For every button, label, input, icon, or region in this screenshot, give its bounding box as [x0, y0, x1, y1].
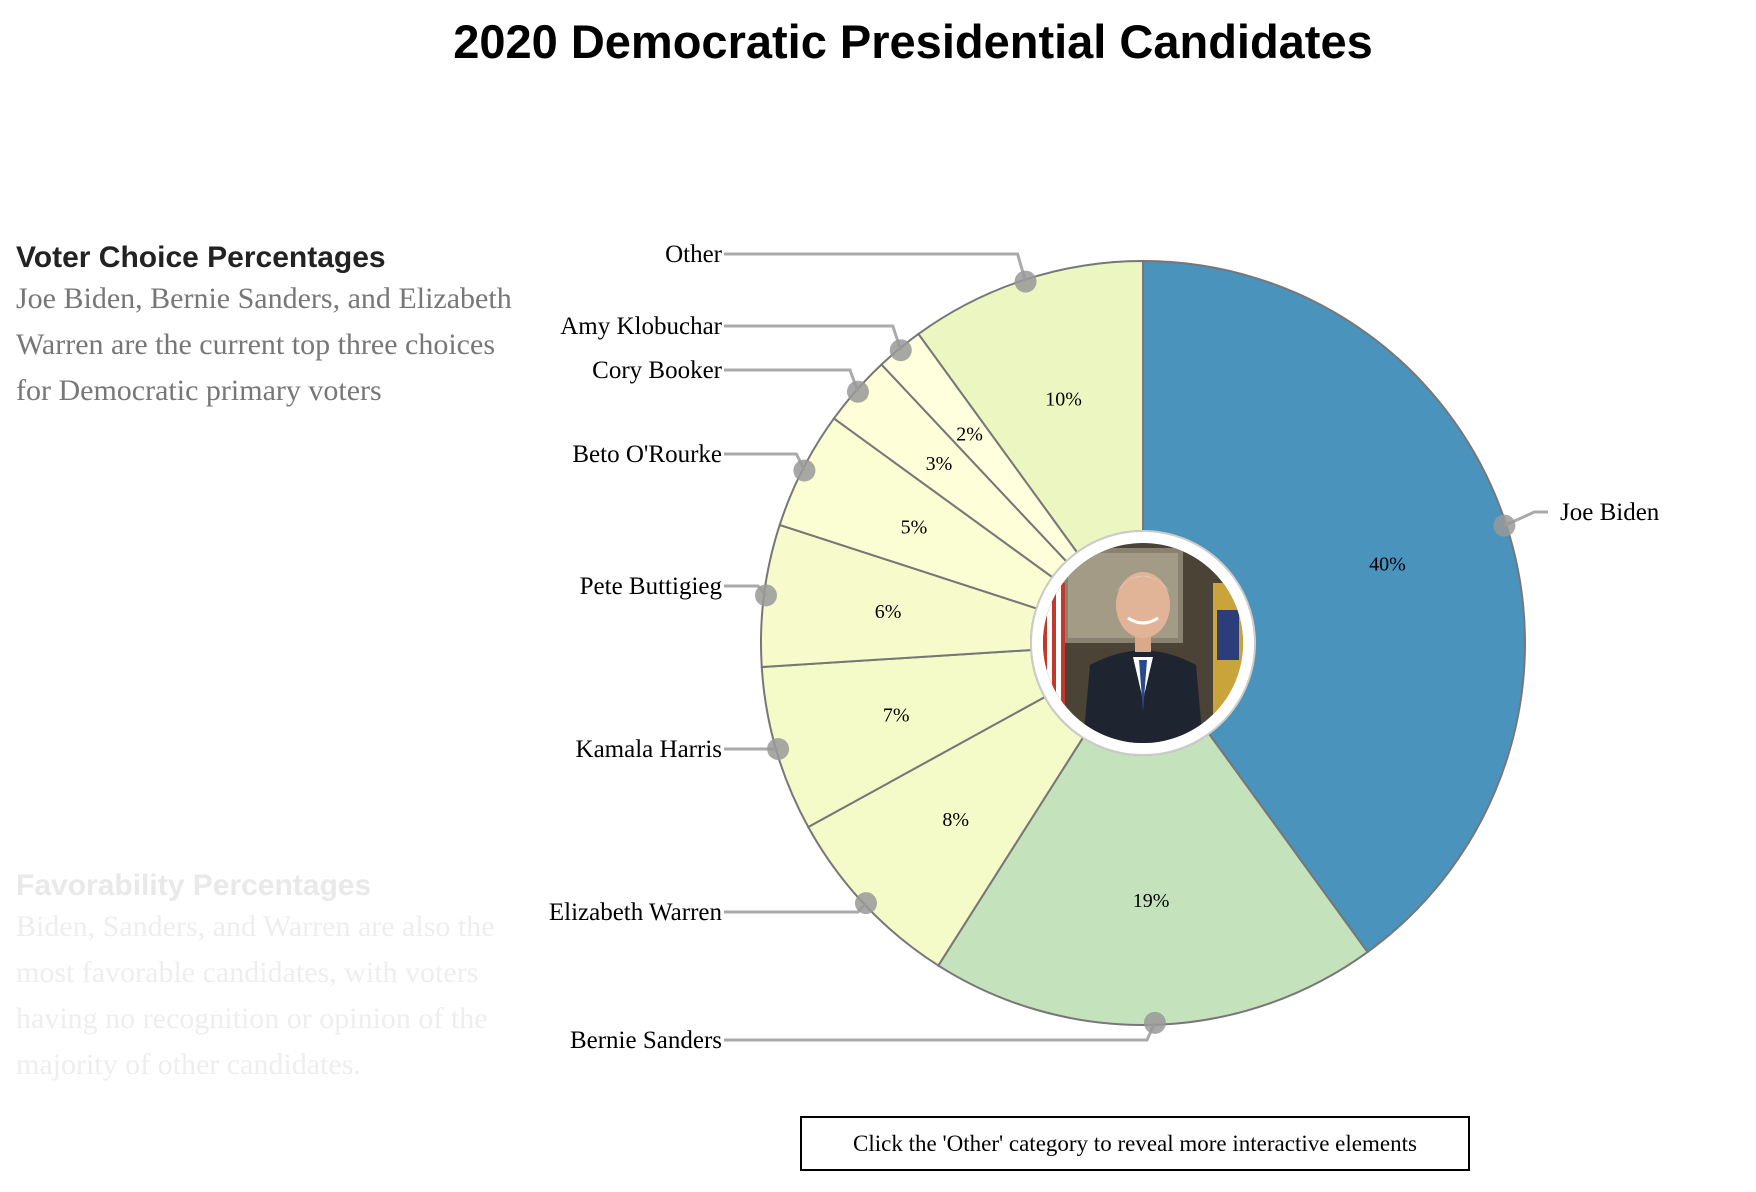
slice-value-label-bernie-sanders: 19%: [1133, 890, 1170, 912]
voter-choice-heading: Voter Choice Percentages: [16, 241, 386, 274]
candidate-label-pete-buttigieg: Pete Buttigieg: [580, 573, 723, 600]
candidate-label-amy-klobuchar: Amy Klobuchar: [560, 313, 722, 340]
leader-dot-amy-klobuchar: [889, 339, 912, 362]
leader-dot-beto-o-rourke: [793, 459, 816, 482]
leader-line-amy-klobuchar: [724, 324, 903, 351]
labels-layer: 40% 19% 8% 7% 6% 5% 3%2% 10%: [875, 389, 1406, 912]
slice-value-label-beto-o-rourke: 5%: [901, 516, 928, 538]
candidate-portrait-icon: [1030, 530, 1256, 756]
candidate-label-joe-biden: Joe Biden: [1560, 499, 1660, 526]
leader-dot-other: [1014, 270, 1037, 293]
leader-line-other: [724, 252, 1028, 283]
leader-dot-bernie-sanders: [1143, 1011, 1166, 1034]
favorability-heading: Favorability Percentages: [16, 869, 372, 902]
voter-choice-block: Voter Choice Percentages Joe Biden, Bern…: [16, 240, 536, 414]
favorability-block: Favorability Percentages Biden, Sanders,…: [16, 868, 536, 1088]
other-category-hint: Click the 'Other' category to reveal mor…: [800, 1116, 1470, 1171]
slice-value-label-other: 10%: [1045, 389, 1082, 411]
page-title: 2020 Democratic Presidential Candidates: [453, 15, 1373, 68]
leader-dot-kamala-harris: [767, 738, 790, 761]
leader-dot-cory-booker: [846, 380, 869, 403]
candidate-label-other[interactable]: Other: [665, 241, 723, 268]
slice-value-label-amy-klobuchar: 2%: [956, 423, 983, 445]
favorability-body: Biden, Sanders, and Warren are also the …: [16, 910, 495, 1081]
leader-line-bernie-sanders: [724, 1022, 1157, 1042]
candidate-label-elizabeth-warren: Elizabeth Warren: [549, 899, 723, 926]
leader-dot-elizabeth-warren: [854, 892, 877, 915]
slice-value-label-joe-biden: 40%: [1369, 554, 1406, 576]
leader-dot-pete-buttigieg: [754, 584, 777, 607]
candidate-label-bernie-sanders: Bernie Sanders: [570, 1027, 722, 1054]
slice-value-label-pete-buttigieg: 6%: [875, 601, 902, 623]
candidate-label-kamala-harris: Kamala Harris: [576, 736, 722, 763]
leader-line-cory-booker: [724, 368, 860, 393]
voter-choice-body: Joe Biden, Bernie Sanders, and Elizabeth…: [16, 282, 512, 407]
candidate-label-cory-booker: Cory Booker: [592, 357, 723, 384]
leader-dot-joe-biden: [1493, 514, 1516, 537]
slice-value-label-elizabeth-warren: 8%: [942, 809, 969, 831]
leader-line-beto-o-rourke: [724, 452, 806, 472]
leader-line-elizabeth-warren: [724, 902, 868, 914]
slice-value-label-kamala-harris: 7%: [883, 705, 910, 727]
slice-value-label-cory-booker: 3%: [926, 453, 953, 475]
leaders-layer: Joe Biden Bernie Sanders Elizabeth Warren K…: [549, 241, 1660, 1054]
candidate-label-beto-o-rourke: Beto O'Rourke: [572, 441, 722, 468]
slices-layer: [760, 259, 1526, 1026]
